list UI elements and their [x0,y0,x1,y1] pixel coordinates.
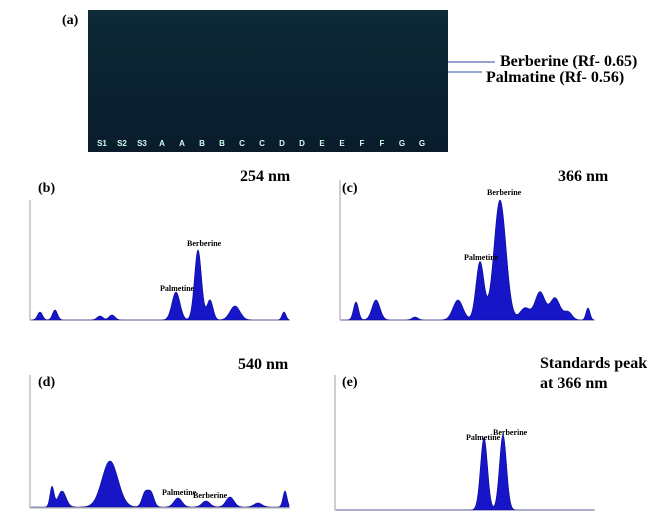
lane-label: B [199,139,205,148]
lane-label: A [159,139,165,148]
chromatogram [336,434,594,511]
plate-background [88,10,448,152]
wavelength: 254 nm [240,168,291,185]
lane-label: E [339,139,345,148]
wavelength: 540 nm [238,356,289,373]
band-label: Palmatine (Rf- 0.56) [486,69,624,86]
chromatogram [341,199,595,321]
panel-title: Standards peak [540,355,647,372]
lane-label: G [419,139,425,148]
wavelength: 366 nm [558,168,609,185]
lane-label: B [219,139,225,148]
panel-label: (a) [62,13,79,28]
lane-label: C [239,139,245,148]
lane-label: C [259,139,265,148]
axis [29,200,290,321]
lane-label: G [399,139,405,148]
panel-label: (d) [38,375,55,390]
lane-label: D [279,139,285,148]
axis [334,375,595,511]
lane-label: S3 [137,139,147,148]
lane-label: A [179,139,185,148]
peak-label: Palmetine [466,433,501,442]
chromatogram [31,249,290,321]
panel-title: at 366 nm [540,375,608,392]
peak-label: Palmetine [162,488,197,497]
peak-label: Berberine [493,428,528,437]
peak-label: Berberine [193,491,228,500]
tlc-plate [88,10,448,152]
lane-label: S2 [117,139,127,148]
panel-label: (b) [38,181,55,196]
panel-label: (c) [342,181,358,196]
peak-label: Berberine [487,188,522,197]
lane-label: S1 [97,139,107,148]
lane-label: F [380,139,385,148]
peak-label: Palmetine [464,253,499,262]
chromatogram [31,460,290,508]
lane-label: D [299,139,305,148]
peak-label: Palmetine [160,284,195,293]
band-label: Berberine (Rf- 0.65) [500,53,637,70]
peak-label: Berberine [187,239,222,248]
axis [29,375,290,509]
lane-label: E [319,139,325,148]
panel-label: (e) [342,375,358,390]
lane-label: F [360,139,365,148]
